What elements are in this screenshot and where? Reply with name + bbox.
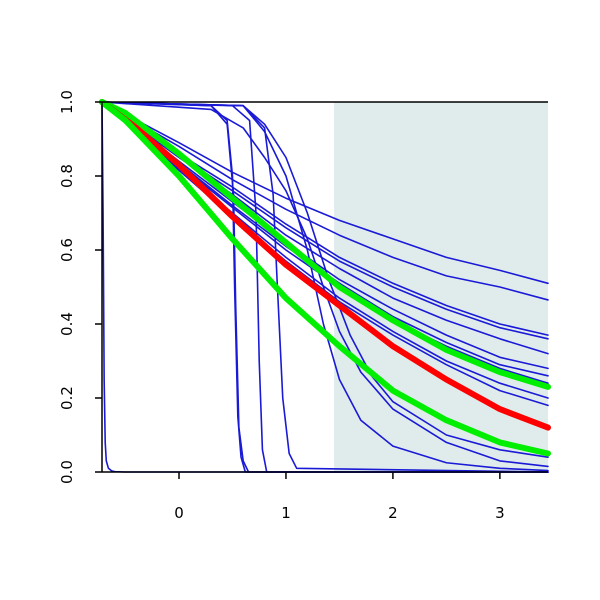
x-tick-label: 2 <box>388 504 398 522</box>
y-tick-label: 0.6 <box>58 238 76 262</box>
series-line-blue-9 <box>101 101 549 301</box>
x-tick-label: 3 <box>495 504 505 522</box>
series-line-blue-8 <box>101 101 549 285</box>
series-line-blue-13 <box>101 101 549 370</box>
series-line-red-19 <box>99 99 551 431</box>
series-line-blue-7 <box>101 101 549 468</box>
y-tick-label: 0.0 <box>58 460 76 484</box>
axes-layer: 0 1 2 3 0.0 0.2 0.4 0.6 0.8 1.0 <box>58 90 548 522</box>
series-line-blue-3 <box>101 101 549 473</box>
shaded-region <box>334 102 548 472</box>
y-tick-label: 1.0 <box>58 90 76 114</box>
y-tick-label: 0.2 <box>58 386 76 410</box>
y-tick-label: 0.8 <box>58 164 76 188</box>
series-layer <box>99 99 551 473</box>
series-line-blue-5 <box>101 101 549 472</box>
y-tick-label: 0.4 <box>58 312 76 336</box>
x-tick-label: 1 <box>281 504 291 522</box>
series-line-green-20 <box>99 99 551 457</box>
series-line-green-18 <box>99 99 551 390</box>
x-tick-label: 0 <box>174 504 184 522</box>
